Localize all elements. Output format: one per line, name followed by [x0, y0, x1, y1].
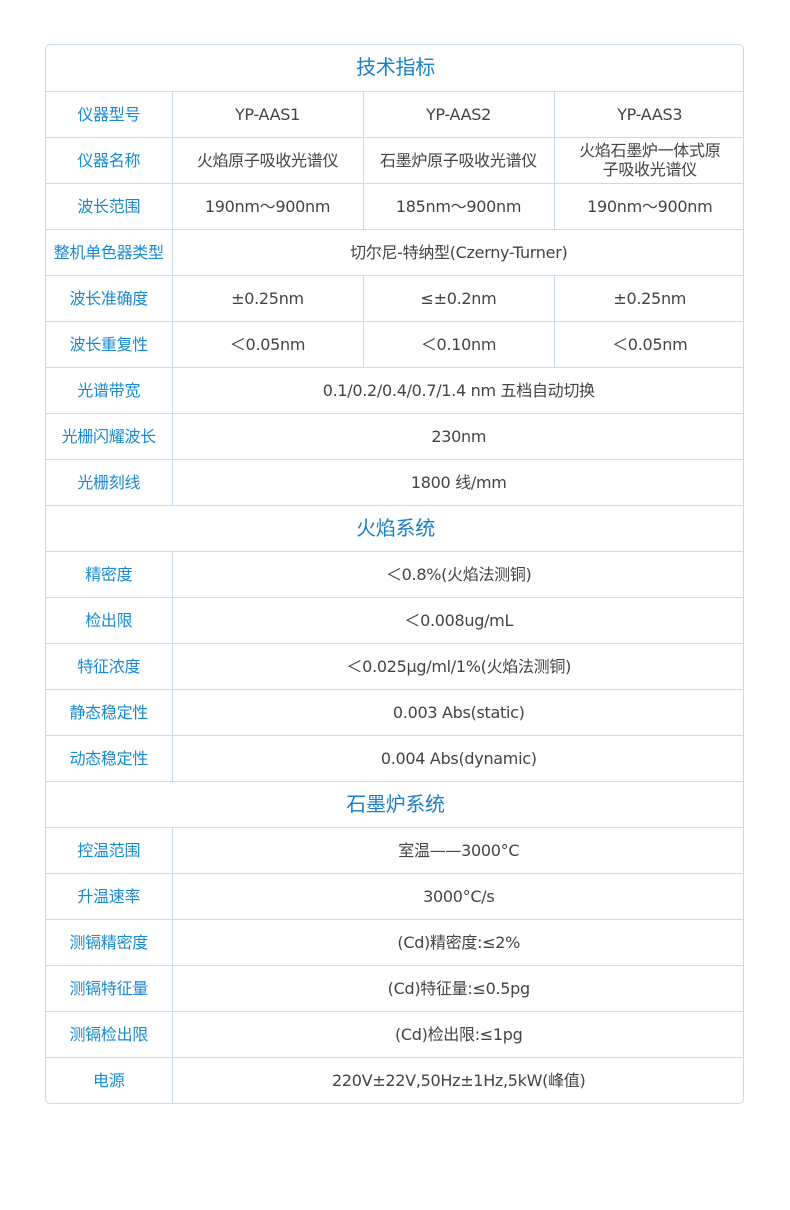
- spec-value: ＜0.10nm: [362, 320, 554, 367]
- spec-row: 升温速率 3000°C/s: [46, 872, 743, 919]
- spec-value: ＜0.05nm: [553, 320, 743, 367]
- spec-value: 3000°C/s: [171, 872, 743, 919]
- spec-row: 光栅闪耀波长 230nm: [46, 412, 743, 459]
- spec-label: 测镉检出限: [46, 1010, 172, 1057]
- spec-row: 静态稳定性 0.003 Abs(static): [46, 688, 743, 735]
- spec-value: 火焰原子吸收光谱仪: [171, 136, 363, 183]
- spec-value: 0.003 Abs(static): [171, 688, 743, 735]
- spec-row: 波长准确度 ±0.25nm ≤±0.2nm ±0.25nm: [46, 274, 743, 321]
- spec-table-container: 技术指标 仪器型号 YP-AAS1 YP-AAS2 YP-AAS3 仪器名称 火焰原子吸收光…: [45, 44, 744, 1104]
- spec-value: 火焰石墨炉一体式原子吸收光谱仪: [553, 136, 743, 183]
- section-title: 石墨炉系统: [46, 780, 743, 827]
- spec-value: 190nm～900nm: [553, 182, 743, 229]
- spec-row: 仪器型号 YP-AAS1 YP-AAS2 YP-AAS3: [46, 90, 743, 137]
- spec-value: ＜0.008ug/mL: [171, 596, 743, 643]
- spec-label: 动态稳定性: [46, 734, 172, 781]
- spec-value: 石墨炉原子吸收光谱仪: [362, 136, 554, 183]
- spec-label: 检出限: [46, 596, 172, 643]
- spec-label: 波长重复性: [46, 320, 172, 367]
- spec-label: 光栅刻线: [46, 458, 172, 505]
- spec-value: ＜0.8%(火焰法测铜): [171, 550, 743, 597]
- spec-row: 光谱带宽 0.1/0.2/0.4/0.7/1.4 nm 五档自动切换: [46, 366, 743, 413]
- spec-value: 220V±22V,50Hz±1Hz,5kW(峰值): [171, 1056, 743, 1103]
- spec-row: 控温范围 室温——3000°C: [46, 826, 743, 873]
- spec-label: 测镉精密度: [46, 918, 172, 965]
- section-title: 技术指标: [356, 55, 435, 80]
- spec-label: 精密度: [46, 550, 172, 597]
- spec-value: YP-AAS2: [362, 90, 554, 137]
- spec-value: 0.004 Abs(dynamic): [171, 734, 743, 781]
- spec-label: 波长范围: [46, 182, 172, 229]
- spec-label: 升温速率: [46, 872, 172, 919]
- spec-label: 仪器型号: [46, 90, 172, 137]
- spec-value: YP-AAS1: [171, 90, 363, 137]
- spec-label: 控温范围: [46, 826, 172, 873]
- spec-label: 光栅闪耀波长: [46, 412, 172, 459]
- spec-value: 1800 线/mm: [171, 458, 743, 505]
- spec-row: 光栅刻线 1800 线/mm: [46, 458, 743, 505]
- spec-value: 切尔尼-特纳型(Czerny-Turner): [171, 228, 743, 275]
- spec-value: 190nm～900nm: [171, 182, 363, 229]
- spec-row: 波长范围 190nm～900nm 185nm～900nm 190nm～900nm: [46, 182, 743, 229]
- spec-row: 测镉精密度 (Cd)精密度:≤2%: [46, 918, 743, 965]
- spec-row: 波长重复性 ＜0.05nm ＜0.10nm ＜0.05nm: [46, 320, 743, 367]
- spec-label: 静态稳定性: [46, 688, 172, 735]
- spec-label: 测镉特征量: [46, 964, 172, 1011]
- spec-label: 仪器名称: [46, 136, 172, 183]
- spec-value: (Cd)特征量:≤0.5pg: [171, 964, 743, 1011]
- spec-value: ±0.25nm: [553, 274, 743, 321]
- section-header-row: 技术指标: [46, 45, 743, 91]
- spec-row: 测镉特征量 (Cd)特征量:≤0.5pg: [46, 964, 743, 1011]
- spec-value: 室温——3000°C: [171, 826, 743, 873]
- spec-row: 仪器名称 火焰原子吸收光谱仪 石墨炉原子吸收光谱仪 火焰石墨炉一体式原子吸收光谱仪: [46, 136, 743, 183]
- spec-row: 动态稳定性 0.004 Abs(dynamic): [46, 734, 743, 781]
- spec-value: 185nm～900nm: [362, 182, 554, 229]
- spec-value: ＜0.025μg/ml/1%(火焰法测铜): [171, 642, 743, 689]
- spec-row: 测镉检出限 (Cd)检出限:≤1pg: [46, 1010, 743, 1057]
- spec-value: 230nm: [171, 412, 743, 459]
- spec-value: YP-AAS3: [553, 90, 743, 137]
- spec-label: 特征浓度: [46, 642, 172, 689]
- spec-row: 精密度 ＜0.8%(火焰法测铜): [46, 550, 743, 597]
- spec-label: 光谱带宽: [46, 366, 172, 413]
- spec-value: (Cd)检出限:≤1pg: [171, 1010, 743, 1057]
- spec-table: 技术指标 仪器型号 YP-AAS1 YP-AAS2 YP-AAS3 仪器名称 火焰原子吸收光…: [46, 45, 743, 1103]
- spec-value: (Cd)精密度:≤2%: [171, 918, 743, 965]
- spec-row: 特征浓度 ＜0.025μg/ml/1%(火焰法测铜): [46, 642, 743, 689]
- spec-value: ＜0.05nm: [171, 320, 363, 367]
- section-header-row: 火焰系统: [46, 504, 743, 551]
- spec-value: 0.1/0.2/0.4/0.7/1.4 nm 五档自动切换: [171, 366, 743, 413]
- spec-row: 电源 220V±22V,50Hz±1Hz,5kW(峰值): [46, 1056, 743, 1103]
- spec-row: 整机单色器类型 切尔尼-特纳型(Czerny-Turner): [46, 228, 743, 275]
- spec-label: 整机单色器类型: [46, 228, 172, 275]
- spec-row: 检出限 ＜0.008ug/mL: [46, 596, 743, 643]
- spec-label: 波长准确度: [46, 274, 172, 321]
- spec-label: 电源: [46, 1056, 172, 1103]
- section-header-row: 石墨炉系统: [46, 780, 743, 827]
- section-title: 火焰系统: [46, 504, 743, 551]
- spec-value: ≤±0.2nm: [362, 274, 554, 321]
- spec-value: ±0.25nm: [171, 274, 363, 321]
